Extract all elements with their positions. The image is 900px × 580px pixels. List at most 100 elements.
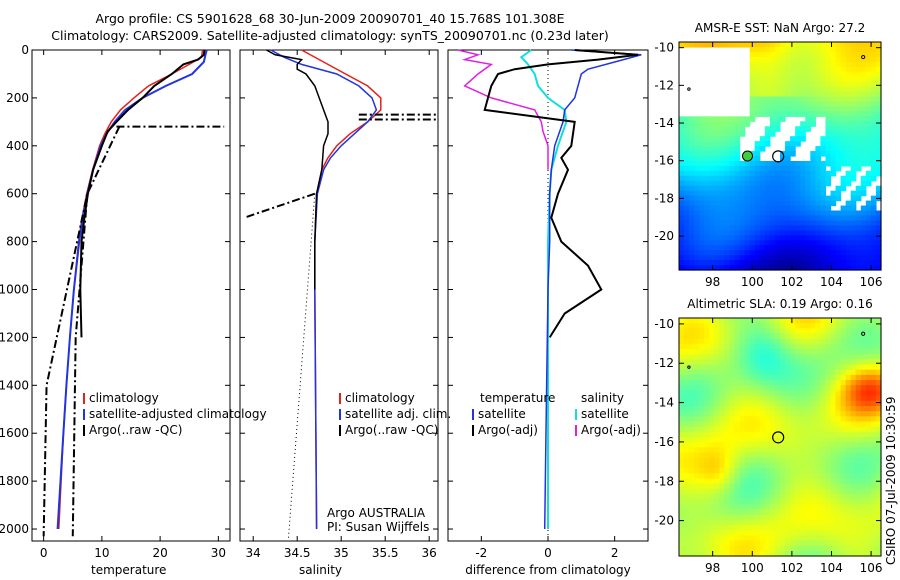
map-cell [820, 395, 827, 402]
map-cell [774, 483, 781, 490]
map-cell [865, 200, 872, 207]
map-cell [714, 431, 720, 438]
map-cell [709, 245, 715, 251]
map-cell [769, 493, 776, 500]
map-cell [850, 86, 857, 93]
map-cell [724, 131, 731, 137]
x-tick-label: 35.5 [372, 546, 399, 560]
map-cell [759, 101, 766, 108]
map-cell [865, 215, 872, 222]
map-cell [684, 116, 690, 122]
map-cell [815, 333, 821, 340]
map-cell [774, 250, 781, 256]
map-cell [845, 323, 852, 329]
map-cell [719, 230, 726, 236]
map-cell [855, 524, 862, 531]
map-cell [684, 333, 690, 340]
map-cell [744, 431, 751, 438]
map-cell [749, 185, 756, 192]
map-cell [870, 96, 877, 103]
map-cell [855, 530, 862, 536]
map-cell [749, 101, 756, 108]
map-cell [875, 349, 882, 355]
map-cell [734, 333, 741, 340]
map-cell [769, 369, 776, 376]
map-cell [689, 151, 695, 157]
map-cell [860, 61, 867, 68]
map-cell [830, 374, 837, 381]
map-cell [684, 328, 690, 335]
map-cell [875, 442, 882, 448]
map-cell [704, 499, 710, 505]
map-cell [830, 81, 837, 88]
map-cell [719, 359, 726, 366]
map-cell [734, 509, 741, 516]
map-cell [714, 540, 720, 547]
map-cell [699, 175, 705, 182]
map-cell [734, 220, 741, 226]
map-cell [805, 71, 811, 78]
map-cell [790, 416, 796, 423]
map-cell [825, 411, 832, 417]
map-cell [815, 205, 821, 212]
map-cell [805, 493, 811, 500]
map-cell [805, 215, 811, 222]
map-cell [749, 452, 756, 459]
map-cell [800, 395, 806, 402]
map-cell [749, 380, 756, 386]
map-cell [795, 111, 801, 117]
map-cell [684, 488, 690, 495]
map-cell [739, 215, 746, 222]
map-cell [820, 56, 827, 63]
map-cell [744, 210, 751, 217]
map-cell [790, 160, 796, 167]
map-cell [734, 369, 741, 376]
map-cell [830, 354, 837, 360]
map-cell [830, 400, 837, 407]
map-cell [704, 519, 710, 526]
map-cell [759, 483, 766, 490]
map-cell [719, 380, 726, 386]
map-cell [785, 265, 791, 271]
map-cell [800, 509, 806, 516]
map-cell [724, 349, 731, 355]
map-cell [855, 437, 862, 443]
map-cell [769, 116, 776, 122]
map-cell [785, 165, 791, 172]
map-cell [774, 200, 781, 207]
map-cell [729, 185, 736, 192]
map-cell [709, 185, 715, 192]
map-cell [795, 504, 801, 511]
map-cell [749, 395, 756, 402]
map-cell [704, 265, 710, 271]
map-cell [769, 175, 776, 182]
map-cell [865, 318, 872, 324]
map-cell [689, 478, 695, 485]
map-cell [855, 96, 862, 103]
map-cell [679, 545, 685, 552]
map-cell [815, 245, 821, 251]
map-cell [739, 390, 746, 397]
map-cell [795, 390, 801, 397]
map-cell [689, 230, 695, 236]
map-cell [825, 493, 832, 500]
map-cell [855, 131, 862, 137]
map-cell [855, 493, 862, 500]
map-cell [845, 51, 852, 58]
map-cell [714, 343, 720, 350]
map-cell [810, 260, 816, 266]
map-cell [759, 160, 766, 167]
map-cell [769, 160, 776, 167]
map-cell [865, 126, 872, 132]
map-cell [845, 106, 852, 112]
map-cell [870, 121, 877, 127]
map-cell [805, 230, 811, 236]
map-cell [845, 235, 852, 241]
map-cell [860, 76, 867, 83]
map-cell [704, 323, 710, 329]
map-cell [800, 265, 806, 271]
map-cell [694, 255, 700, 261]
map-cell [714, 165, 720, 172]
map-cell [815, 86, 821, 93]
map-cell [835, 146, 842, 152]
